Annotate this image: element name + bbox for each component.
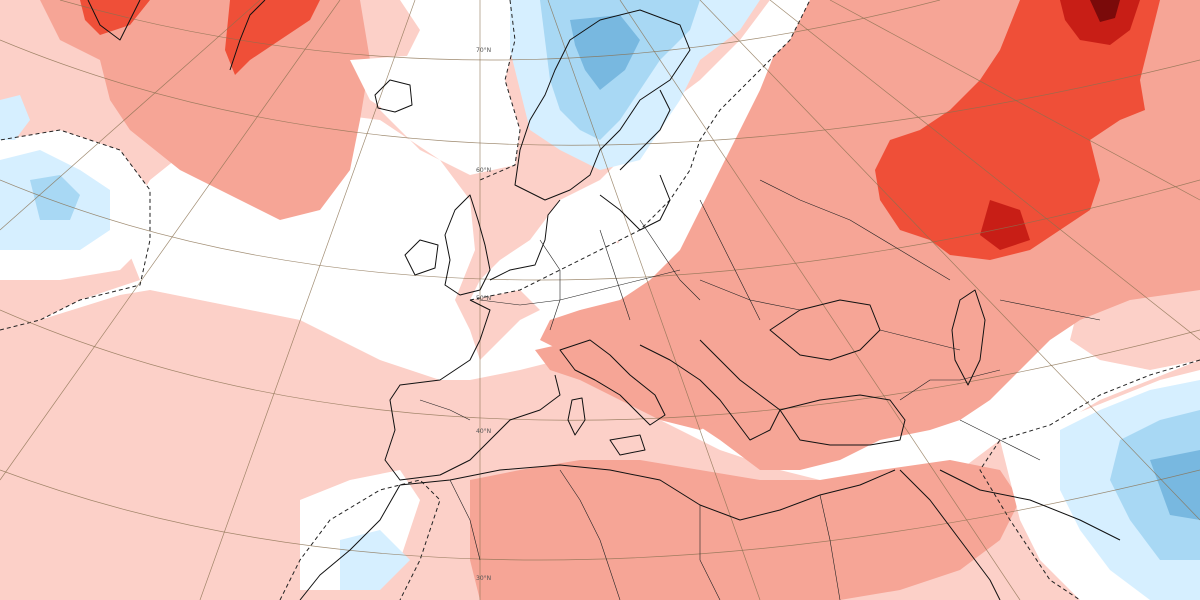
lat-label-70: 70°N	[476, 47, 491, 54]
lat-label-50: 50°N	[476, 295, 491, 302]
lat-label-40: 40°N	[476, 428, 491, 435]
warm-level-5-areas	[1090, 0, 1120, 22]
latitude-labels: 70°N 60°N 50°N 40°N 30°N	[476, 47, 491, 582]
warm-level-4-areas	[980, 0, 1140, 250]
cool-level-3-areas	[570, 15, 1200, 520]
coastline-lines	[87, 0, 1121, 600]
country-borders	[419, 179, 1101, 600]
lat-label-30: 30°N	[476, 575, 491, 582]
lat-label-60: 60°N	[476, 167, 491, 174]
